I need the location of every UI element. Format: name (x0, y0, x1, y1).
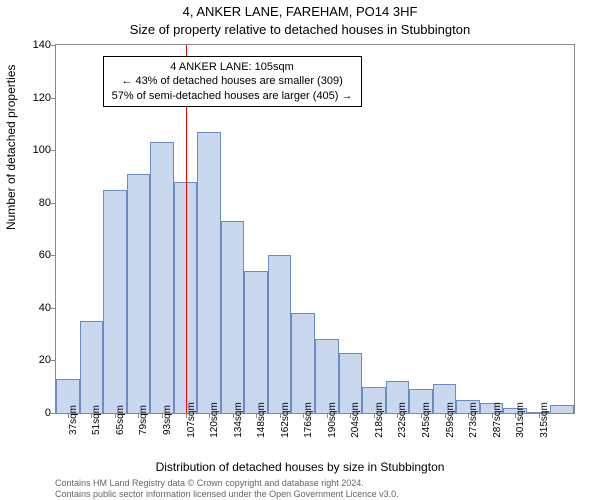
y-tick-mark (51, 360, 55, 361)
x-tick-mark (91, 414, 92, 418)
x-tick-label: 65sqm (115, 405, 126, 435)
histogram-bar (103, 190, 127, 413)
x-tick-label: 204sqm (350, 402, 361, 438)
x-tick-label: 315sqm (539, 402, 550, 438)
histogram-bar (221, 221, 245, 413)
y-tick-mark (51, 413, 55, 414)
x-tick-mark (68, 414, 69, 418)
x-tick-label: 273sqm (468, 402, 479, 438)
x-tick-label: 79sqm (138, 405, 149, 435)
chart-container: 4, ANKER LANE, FAREHAM, PO14 3HF Size of… (0, 0, 600, 500)
y-tick-mark (51, 203, 55, 204)
x-tick-mark (233, 414, 234, 418)
y-tick-label: 120 (33, 92, 51, 104)
info-box-line3: 57% of semi-detached houses are larger (… (112, 89, 353, 103)
y-tick-mark (51, 255, 55, 256)
y-tick-label: 80 (39, 197, 51, 209)
x-tick-label: 190sqm (327, 402, 338, 438)
x-tick-label: 37sqm (68, 405, 79, 435)
x-tick-mark (445, 414, 446, 418)
x-tick-mark (209, 414, 210, 418)
y-tick-label: 60 (39, 249, 51, 261)
x-tick-mark (186, 414, 187, 418)
histogram-bar (244, 271, 268, 413)
x-tick-label: 259sqm (445, 402, 456, 438)
histogram-bar (550, 405, 574, 413)
y-tick-mark (51, 308, 55, 309)
info-box: 4 ANKER LANE: 105sqm← 43% of detached ho… (103, 56, 362, 107)
info-box-line2: ← 43% of detached houses are smaller (30… (112, 74, 353, 88)
x-tick-label: 93sqm (162, 405, 173, 435)
footer-line2: Contains public sector information licen… (55, 489, 399, 499)
x-tick-mark (256, 414, 257, 418)
chart-title-line2: Size of property relative to detached ho… (0, 22, 600, 37)
x-tick-mark (138, 414, 139, 418)
x-tick-mark (374, 414, 375, 418)
x-tick-mark (162, 414, 163, 418)
histogram-bar (150, 142, 174, 413)
y-tick-label: 140 (33, 39, 51, 51)
info-box-line1: 4 ANKER LANE: 105sqm (112, 60, 353, 74)
x-tick-label: 148sqm (256, 402, 267, 438)
x-axis-label: Distribution of detached houses by size … (0, 460, 600, 474)
plot-area: 4 ANKER LANE: 105sqm← 43% of detached ho… (55, 44, 575, 414)
x-tick-mark (303, 414, 304, 418)
y-tick-label: 40 (39, 302, 51, 314)
footer-line1: Contains HM Land Registry data © Crown c… (55, 478, 364, 488)
x-tick-label: 120sqm (209, 402, 220, 438)
x-tick-label: 176sqm (303, 402, 314, 438)
chart-title-line1: 4, ANKER LANE, FAREHAM, PO14 3HF (0, 4, 600, 19)
x-tick-label: 107sqm (186, 402, 197, 438)
x-tick-mark (539, 414, 540, 418)
y-tick-mark (51, 98, 55, 99)
x-tick-label: 218sqm (374, 402, 385, 438)
y-tick-mark (51, 45, 55, 46)
x-tick-mark (350, 414, 351, 418)
y-tick-label: 20 (39, 354, 51, 366)
x-tick-mark (280, 414, 281, 418)
y-tick-label: 100 (33, 144, 51, 156)
x-tick-label: 162sqm (280, 402, 291, 438)
histogram-bar (80, 321, 104, 413)
x-tick-label: 51sqm (91, 405, 102, 435)
histogram-bar (197, 132, 221, 413)
x-tick-label: 287sqm (492, 402, 503, 438)
y-tick-mark (51, 150, 55, 151)
x-tick-label: 245sqm (421, 402, 432, 438)
x-tick-label: 301sqm (515, 402, 526, 438)
histogram-bar (127, 174, 151, 413)
x-tick-mark (397, 414, 398, 418)
x-tick-mark (515, 414, 516, 418)
x-tick-mark (492, 414, 493, 418)
x-tick-mark (115, 414, 116, 418)
histogram-bar (268, 255, 292, 413)
x-tick-mark (421, 414, 422, 418)
y-axis-label: Number of detached properties (4, 65, 18, 230)
histogram-bar (291, 313, 315, 413)
x-tick-mark (327, 414, 328, 418)
x-tick-mark (468, 414, 469, 418)
x-tick-label: 134sqm (233, 402, 244, 438)
x-tick-label: 232sqm (397, 402, 408, 438)
